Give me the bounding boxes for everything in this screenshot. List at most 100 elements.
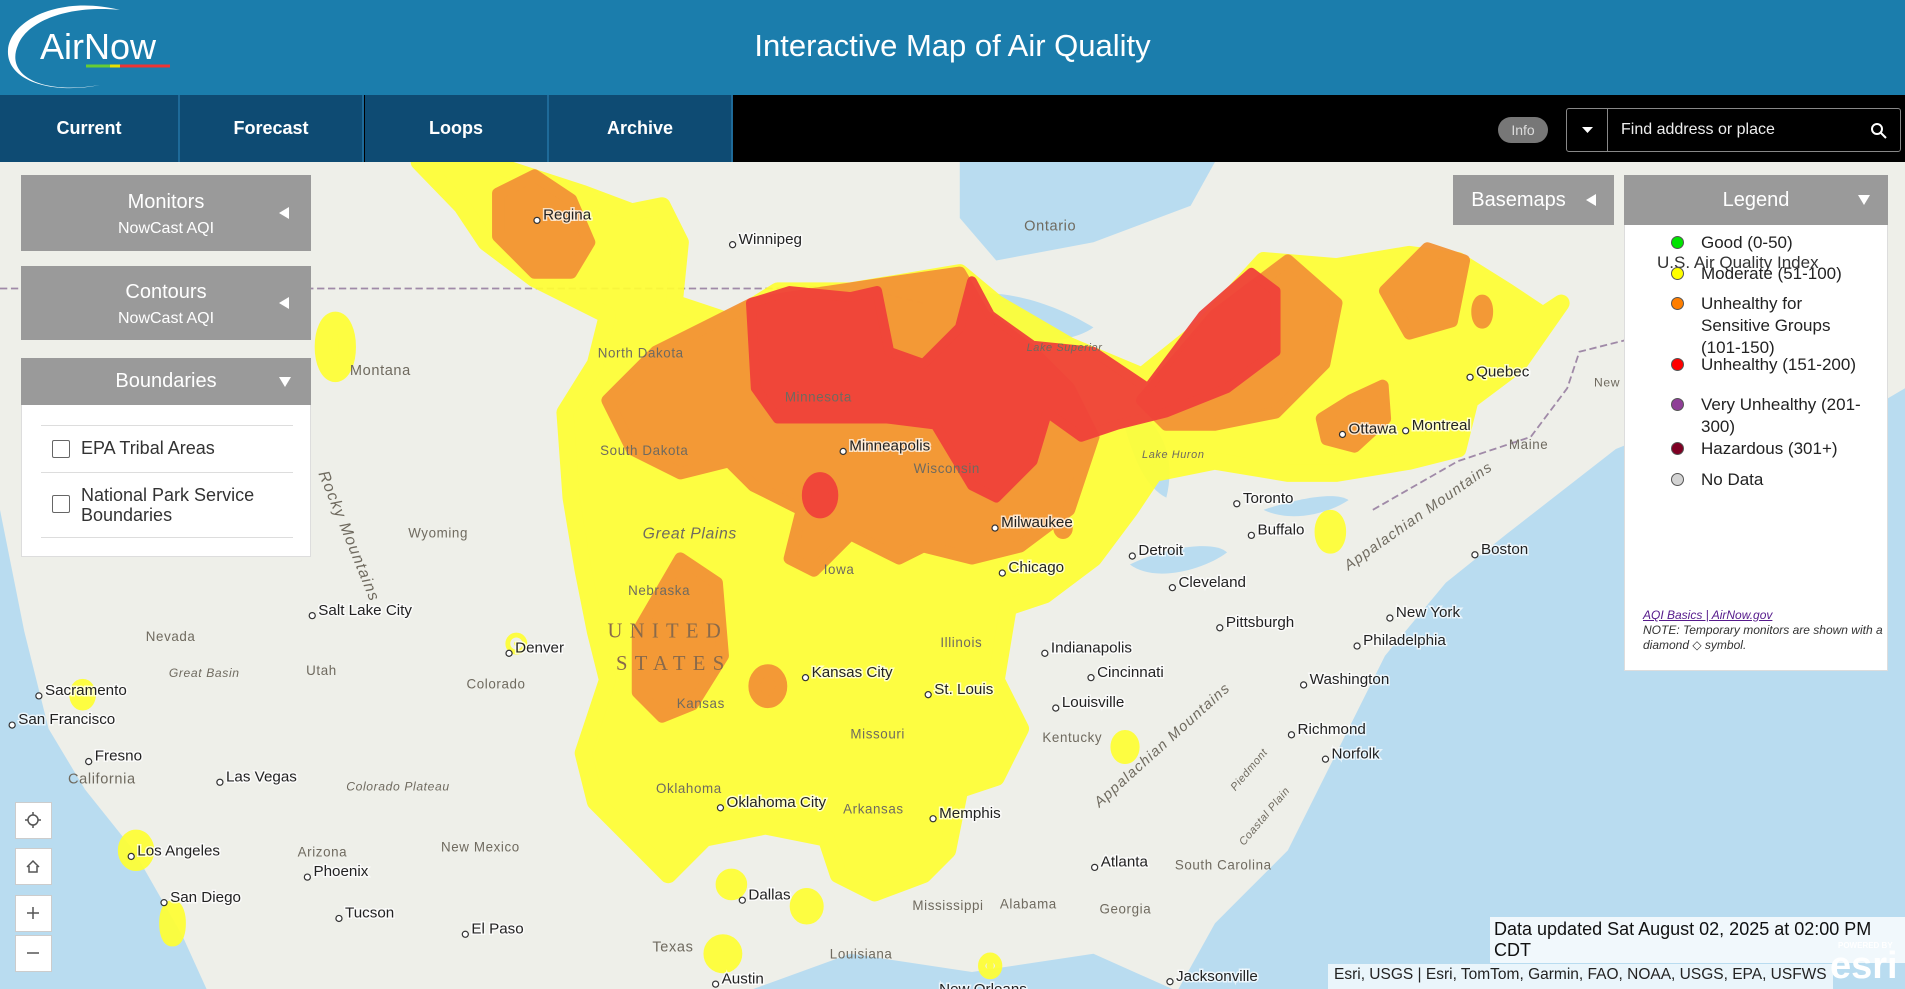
city-dot: [1128, 552, 1136, 560]
panel-title[interactable]: Boundaries: [115, 370, 217, 392]
city-label: El Paso: [471, 920, 523, 937]
legend-link[interactable]: AQI Basics | AirNow.gov: [1643, 608, 1773, 622]
country-label: UNITED: [607, 620, 728, 642]
city-dot: [728, 241, 737, 249]
city-dot: [711, 980, 720, 988]
region-label: Maine: [1509, 437, 1548, 452]
checkbox[interactable]: [52, 440, 70, 458]
city-label: Atlanta: [1101, 854, 1149, 871]
panel-title[interactable]: Legend: [1722, 189, 1790, 211]
aqi-unhealthy: [745, 267, 1281, 519]
city-dot: [1299, 681, 1308, 689]
city-label: New York: [1396, 604, 1461, 621]
legend-swatch: [1671, 297, 1684, 310]
legend-swatch: [1671, 267, 1684, 280]
region-label: Wisconsin: [914, 461, 980, 476]
boundaries-panel: Boundaries EPA Tribal Areas National Par…: [21, 358, 311, 557]
legend-item: Moderate (51-100): [1671, 263, 1869, 285]
esri-powered: POWERED BY: [1838, 941, 1893, 950]
collapse-arrow[interactable]: [279, 297, 289, 309]
locate-button[interactable]: [15, 802, 52, 839]
panel-header[interactable]: Boundaries: [21, 358, 311, 405]
city-label: Cincinnati: [1097, 664, 1164, 681]
search-dropdown[interactable]: [1567, 109, 1608, 151]
city-label: Los Angeles: [137, 843, 220, 860]
city-dot: [716, 804, 725, 812]
region-label: Lake Huron: [1142, 449, 1205, 461]
zoom-in-button[interactable]: [15, 895, 52, 932]
panel-subtitle: NowCast AQI: [117, 310, 215, 327]
legend-label: Good (0-50): [1701, 233, 1793, 252]
city-dot: [1386, 614, 1394, 622]
checkbox[interactable]: [52, 495, 70, 513]
panel-header[interactable]: Legend: [1624, 175, 1888, 225]
city-label: Philadelphia: [1363, 632, 1446, 649]
expand-arrow[interactable]: [1858, 195, 1870, 205]
city-dot: [1087, 674, 1095, 682]
region-label: Kansas: [677, 696, 725, 711]
tab[interactable]: Current: [0, 95, 180, 162]
city-label: Winnipeg: [739, 231, 802, 248]
panel-title[interactable]: Basemaps: [1471, 189, 1566, 211]
region-label: Alabama: [1000, 897, 1057, 912]
legend-label: Unhealthy for Sensitive Groups (101-150): [1701, 294, 1831, 357]
legend-swatch: [1671, 358, 1684, 371]
city-dot: [1402, 427, 1410, 435]
option-row[interactable]: National Park Service Boundaries: [41, 472, 293, 538]
search-placeholder[interactable]: Find address or place: [1621, 121, 1775, 138]
city-dot: [801, 674, 810, 682]
monitors-panel[interactable]: Monitors NowCast AQI: [21, 175, 311, 251]
logo-text[interactable]: AirNow: [40, 26, 157, 67]
region-label: Mississippi: [912, 898, 983, 913]
panel-title[interactable]: Monitors: [127, 191, 205, 213]
contours-panel[interactable]: Contours NowCast AQI: [21, 266, 311, 340]
option-row[interactable]: EPA Tribal Areas: [41, 425, 293, 472]
legend-label: Very Unhealthy (201-300): [1701, 395, 1861, 436]
region-label: Ontario: [1024, 218, 1076, 234]
expand-arrow[interactable]: [279, 377, 291, 387]
tab[interactable]: Archive: [549, 95, 733, 162]
attribution[interactable]: Esri, USGS | Esri, TomTom, Garmin, FAO, …: [1328, 964, 1833, 989]
option-label[interactable]: EPA Tribal Areas: [81, 438, 215, 458]
city-label: Regina: [543, 207, 592, 224]
basemaps-button[interactable]: Basemaps: [1453, 175, 1614, 225]
city-dot: [335, 914, 343, 923]
legend-note: NOTE: Temporary monitors are shown with …: [1643, 623, 1883, 652]
city-dot: [998, 569, 1006, 577]
city-dot: [8, 721, 16, 729]
legend-item: Very Unhealthy (201-300): [1671, 394, 1869, 438]
collapse-arrow[interactable]: [1586, 194, 1596, 206]
search-box[interactable]: Find address or place: [1566, 108, 1901, 152]
city-label: Montreal: [1412, 417, 1471, 434]
region-label: Great Plains: [643, 525, 737, 542]
tab[interactable]: Forecast: [180, 95, 364, 162]
city-label: Pittsburgh: [1226, 614, 1294, 631]
locate-icon: [25, 812, 41, 828]
option-label[interactable]: National Park Service Boundaries: [81, 485, 255, 525]
esri-logo[interactable]: esri: [1830, 945, 1898, 987]
city-label: Dallas: [748, 886, 791, 903]
city-dot: [1353, 642, 1361, 650]
city-label: Tucson: [345, 905, 394, 922]
city-label: Sacramento: [45, 682, 127, 699]
city-label: Buffalo: [1257, 522, 1304, 539]
collapse-arrow[interactable]: [279, 207, 289, 219]
home-icon: [26, 859, 40, 873]
city-dot: [1287, 731, 1296, 739]
region-label: Nebraska: [628, 583, 690, 598]
search-icon[interactable]: [1869, 121, 1889, 141]
home-button[interactable]: [15, 848, 52, 885]
city-label: Minneapolis: [849, 438, 930, 455]
region-label: California: [68, 772, 136, 788]
header: AirNow Interactive Map of Air Quality: [0, 0, 1905, 95]
city-dot: [1091, 863, 1099, 872]
zoom-out-button[interactable]: [15, 935, 52, 972]
legend-swatch: [1671, 442, 1684, 455]
city-dot: [738, 896, 746, 904]
city-label: Toronto: [1243, 490, 1294, 507]
info-button[interactable]: Info: [1498, 117, 1548, 143]
panel-title[interactable]: Contours: [125, 281, 207, 303]
city-label: San Diego: [170, 889, 241, 906]
tab[interactable]: Loops: [365, 95, 549, 162]
map[interactable]: Regina Winnipeg Salt Lake City Denver Sacram…: [0, 162, 1905, 989]
